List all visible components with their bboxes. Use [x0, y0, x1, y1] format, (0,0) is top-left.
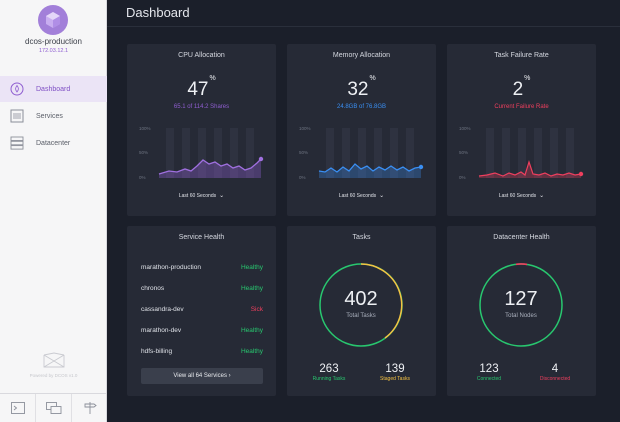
sidebar-item-label: Datacenter [36, 139, 71, 147]
service-row[interactable]: marathon-production Healthy [141, 257, 263, 277]
sidebar-item-label: Services [36, 112, 63, 120]
service-name: hdfs-billing [141, 347, 173, 355]
tasks-ring: 402 Total Tasks [317, 261, 405, 349]
datacenter-health-panel: Datacenter Health 127 Total Nodes 123 Co… [447, 226, 596, 396]
datacenter-icon [9, 135, 25, 151]
cpu-allocation-panel: CPU Allocation 47% 65.1 of 114.2 Shares … [127, 44, 276, 216]
signpost-icon [84, 402, 97, 414]
sidebar-item-dashboard[interactable]: Dashboard [0, 76, 107, 102]
memory-chart: 100% 50% 0% [299, 126, 425, 182]
memory-usage: 24.8GB of 76.8GB [336, 104, 387, 110]
task-failure-panel: Task Failure Rate 2% Current Failure Rat… [447, 44, 596, 216]
axis-label-mid: 50% [139, 150, 149, 155]
datacenter-ring: 127 Total Nodes [477, 261, 565, 349]
cluster-logo[interactable] [38, 5, 68, 35]
sidebar-toolbar [0, 393, 107, 422]
disconnected-label: Disconnected [539, 376, 571, 382]
cluster-ip: 172.03.12.1 [38, 48, 69, 54]
connected-label: Connected [476, 376, 502, 382]
view-all-services-button[interactable]: View all 64 Services › [141, 368, 263, 384]
nodes-total-label: Total Nodes [505, 313, 537, 319]
running-tasks-label: Running Tasks [312, 376, 346, 382]
axis-label-top: 100% [299, 126, 311, 131]
chevron-down-icon: ⌄ [219, 193, 225, 199]
terminal-button[interactable] [0, 394, 36, 422]
service-name: cassandra-dev [141, 305, 184, 313]
service-row[interactable]: marathon-dev Healthy [141, 320, 263, 340]
nodes-total: 127 [504, 288, 538, 310]
cpu-shares: 65.1 of 114.2 Shares [173, 104, 230, 110]
service-status: Sick [250, 305, 263, 313]
service-name: marathon-production [141, 263, 201, 271]
memory-percent: 32% [347, 74, 376, 100]
chevron-right-icon: › [228, 373, 231, 379]
failure-label: Current Failure Rate [494, 104, 549, 110]
connected-count: 123 [479, 363, 499, 375]
axis-label-top: 100% [459, 126, 471, 131]
terminal-icon [10, 402, 25, 414]
cube-icon [46, 12, 60, 28]
docs-button[interactable] [72, 394, 107, 422]
axis-label-bottom: 0% [459, 175, 466, 180]
mesos-logo-icon [43, 352, 64, 368]
service-health-panel: Service Health [127, 226, 276, 396]
failure-period-dropdown[interactable]: Last 60 Seconds ⌄ [498, 193, 545, 199]
sidebar: dcos-production 172.03.12.1 Dashboard Se… [0, 0, 107, 422]
axis-label-mid: 50% [459, 150, 469, 155]
chat-icon [45, 401, 61, 414]
staged-tasks-label: Staged Tasks [380, 376, 410, 382]
page-title: Dashboard [126, 5, 190, 20]
disconnected-stat: 4 Disconnected [525, 363, 585, 382]
chevron-down-icon: ⌄ [539, 193, 545, 199]
failure-chart: 100% 50% 0% [459, 126, 585, 182]
tasks-panel: Tasks 402 Total Tasks 263 Running Tasks … [287, 226, 436, 396]
footer-brand-text: Powered by DCOS v1.0 [29, 373, 78, 378]
running-tasks-count: 263 [319, 363, 339, 375]
staged-tasks-count: 139 [385, 363, 405, 375]
service-status: Healthy [240, 347, 263, 355]
service-row[interactable]: chronos Healthy [141, 278, 263, 298]
service-status: Healthy [240, 263, 263, 271]
chevron-down-icon: ⌄ [379, 193, 385, 199]
panel-title: Tasks [352, 234, 371, 241]
cpu-period-dropdown[interactable]: Last 60 Seconds ⌄ [178, 193, 225, 199]
axis-label-mid: 50% [299, 150, 309, 155]
axis-label-top: 100% [139, 126, 151, 131]
staged-tasks-stat: 139 Staged Tasks [365, 363, 425, 382]
cluster-name: dcos-production [25, 37, 82, 46]
service-row[interactable]: hdfs-billing Healthy [141, 341, 263, 361]
cpu-percent: 47% [187, 74, 216, 100]
sidebar-item-services[interactable]: Services [0, 103, 107, 129]
chat-button[interactable] [36, 394, 72, 422]
dashboard-icon [9, 81, 25, 97]
services-icon [9, 108, 25, 124]
sidebar-item-label: Dashboard [36, 85, 71, 93]
panel-title: Memory Allocation [332, 52, 391, 59]
failure-percent: 2% [512, 74, 531, 100]
panel-title: CPU Allocation [178, 52, 225, 59]
footer-brand: Powered by DCOS v1.0 [0, 352, 107, 378]
running-tasks-stat: 263 Running Tasks [299, 363, 359, 382]
axis-label-bottom: 0% [139, 175, 146, 180]
sidebar-item-datacenter[interactable]: Datacenter [0, 130, 107, 156]
tasks-total-label: Total Tasks [346, 313, 376, 319]
service-status: Healthy [240, 284, 263, 292]
memory-allocation-panel: Memory Allocation 32% 24.8GB of 76.8GB 1… [287, 44, 436, 216]
panel-title: Service Health [178, 234, 225, 241]
panel-title: Task Failure Rate [494, 52, 549, 59]
memory-period-dropdown[interactable]: Last 60 Seconds ⌄ [338, 193, 385, 199]
service-status: Healthy [240, 326, 263, 334]
panel-title: Datacenter Health [493, 234, 550, 241]
service-row[interactable]: cassandra-dev Sick [141, 299, 263, 319]
cpu-chart: 100% 50% 0% [139, 126, 265, 182]
connected-stat: 123 Connected [459, 363, 519, 382]
header-divider [107, 26, 620, 27]
tasks-total: 402 [344, 288, 378, 310]
service-name: chronos [141, 284, 165, 292]
axis-label-bottom: 0% [299, 175, 306, 180]
service-name: marathon-dev [141, 326, 182, 334]
disconnected-count: 4 [551, 363, 559, 375]
